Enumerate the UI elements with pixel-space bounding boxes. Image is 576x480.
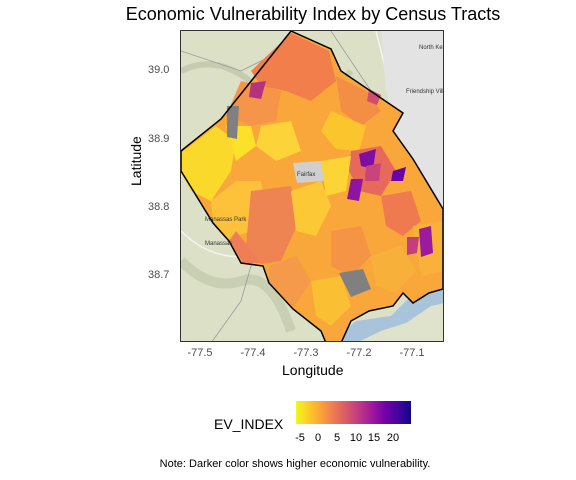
tract <box>181 126 236 201</box>
x-tick-label: -77.4 <box>240 347 266 359</box>
tract-high <box>249 81 266 99</box>
tract <box>256 121 301 161</box>
tract <box>246 186 299 264</box>
footnote: Note: Darker color shows higher economic… <box>159 458 431 470</box>
x-axis-label: Longitude <box>282 362 344 378</box>
tract-high <box>407 237 419 255</box>
basemap-label: Fairfax <box>297 172 315 178</box>
tract <box>226 81 281 126</box>
legend-tick-label: 0 <box>314 432 322 444</box>
tract <box>371 246 416 293</box>
no-data-area <box>339 269 371 297</box>
x-tick-label: -77.3 <box>293 347 319 359</box>
tract <box>229 231 261 263</box>
basemap-terrain <box>181 257 296 333</box>
tract <box>291 181 331 236</box>
tract <box>331 226 371 276</box>
legend-tick-label: -5 <box>295 432 305 444</box>
basemap-label: North Kensington <box>419 45 444 51</box>
legend-tick-label: 20 <box>386 432 400 444</box>
y-tick-label: 39.0 <box>148 64 170 76</box>
legend-colorbar <box>296 401 411 424</box>
basemap-label: Manassas Park <box>205 217 247 223</box>
x-tick-label: -77.5 <box>187 347 213 359</box>
tract-high <box>419 226 433 257</box>
basemap-label: Manassas <box>205 241 232 247</box>
tract-high <box>365 163 381 181</box>
tract <box>336 76 381 126</box>
map-panel[interactable]: Fairfax North Kensington Friendship Vill… <box>180 30 444 342</box>
fairfax-city <box>293 161 324 183</box>
tract-high <box>359 149 376 169</box>
plot-title: Economic Vulnerability Index by Census T… <box>125 4 501 24</box>
basemap-land-south <box>360 303 443 341</box>
county-outline <box>181 31 443 341</box>
x-tick-label: -77.1 <box>399 347 425 359</box>
legend-tick-label: 5 <box>333 432 341 444</box>
legend-title: EV_INDEX <box>214 416 284 432</box>
y-tick-label: 38.7 <box>148 269 170 281</box>
tract <box>321 111 366 151</box>
legend-tick-label: 10 <box>349 432 363 444</box>
tract <box>269 256 311 309</box>
x-tick-label: -77.2 <box>346 347 372 359</box>
y-tick-label: 38.9 <box>148 133 170 145</box>
no-data-area <box>227 106 239 139</box>
tract-high <box>367 89 381 105</box>
tract <box>251 33 336 101</box>
tract <box>311 276 351 326</box>
y-axis-label: Latitude <box>128 136 144 186</box>
legend-tick-label: 15 <box>367 432 381 444</box>
tract-high <box>347 179 363 201</box>
basemap-label: Friendship Village <box>406 89 444 95</box>
tract <box>381 191 421 236</box>
tract <box>321 156 351 196</box>
tract-high <box>391 167 406 181</box>
basemap-urban <box>381 31 443 209</box>
map-svg: Fairfax North Kensington Friendship Vill… <box>181 31 444 341</box>
y-tick-label: 38.8 <box>148 201 170 213</box>
